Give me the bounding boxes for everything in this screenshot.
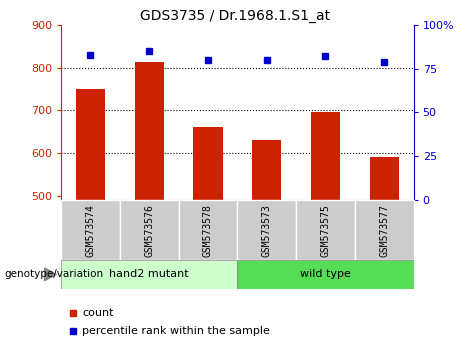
Text: GSM573576: GSM573576 (144, 204, 154, 257)
Text: genotype/variation: genotype/variation (5, 269, 104, 279)
Text: GDS3735 / Dr.1968.1.S1_at: GDS3735 / Dr.1968.1.S1_at (140, 9, 330, 23)
Bar (193, 127, 223, 200)
Bar (252, 140, 282, 200)
Bar (237, 260, 414, 289)
Bar (61, 200, 120, 260)
Text: hand2 mutant: hand2 mutant (110, 269, 189, 279)
Bar (76, 89, 105, 200)
Bar (120, 200, 179, 260)
Text: GSM573575: GSM573575 (321, 204, 330, 257)
Bar (179, 200, 237, 260)
Text: GSM573577: GSM573577 (379, 204, 389, 257)
Bar (296, 200, 355, 260)
Text: wild type: wild type (300, 269, 351, 279)
Bar (237, 200, 296, 260)
Bar (369, 157, 399, 200)
Text: GSM573574: GSM573574 (86, 204, 95, 257)
Text: percentile rank within the sample: percentile rank within the sample (82, 326, 270, 336)
Polygon shape (45, 268, 56, 281)
Bar (311, 113, 340, 200)
Bar (61, 260, 237, 289)
Text: GSM573578: GSM573578 (203, 204, 213, 257)
Text: GSM573573: GSM573573 (262, 204, 272, 257)
Text: count: count (82, 308, 114, 318)
Bar (355, 200, 414, 260)
Bar (134, 62, 164, 200)
